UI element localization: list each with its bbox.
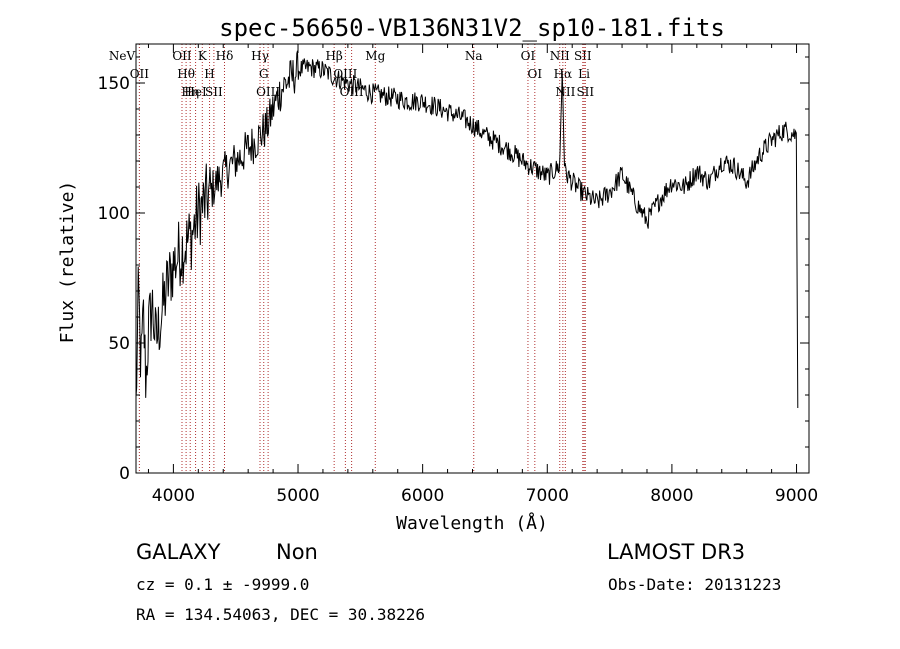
- emission-line-label: Hγ: [251, 49, 269, 63]
- chart-title: spec-56650-VB136N31V2_sp10-181.fits: [219, 14, 725, 42]
- emission-line-label: H: [204, 67, 214, 81]
- survey-name: LAMOST DR3: [607, 540, 746, 564]
- emission-line-label: Hα: [554, 67, 573, 81]
- y-axis-label: Flux (relative): [57, 181, 78, 344]
- plot-frame: [135, 43, 810, 474]
- y-tick-label: 150: [98, 74, 130, 94]
- emission-line-label: Hθ: [177, 67, 195, 81]
- emission-line-label: Li: [578, 67, 590, 81]
- x-axis: 4000 5000 6000 7000 8000 9000: [147, 44, 818, 506]
- emission-line-label: NeV: [109, 49, 136, 63]
- y-tick-label: 50: [108, 334, 130, 354]
- emission-line-label: OIII: [340, 85, 364, 99]
- emission-line-label: SII: [576, 85, 594, 99]
- emission-line-label: OI: [528, 67, 543, 81]
- emission-line-label: Hδ: [216, 49, 234, 63]
- redshift-cz: cz = 0.1 ± -9999.0: [136, 575, 310, 594]
- emission-line-label: Hβ: [325, 49, 342, 63]
- x-tick-label: 8000: [650, 486, 693, 506]
- observation-date: Obs-Date: 20131223: [608, 575, 782, 594]
- x-tick-label: 4000: [152, 486, 195, 506]
- emission-line-label: K: [198, 49, 208, 63]
- emission-line-label: Hη: [181, 85, 199, 99]
- y-tick-label: 0: [119, 464, 130, 484]
- emission-line-label: OI: [521, 49, 536, 63]
- y-axis: 0 50 100 150: [98, 56, 809, 484]
- emission-line-label: SII: [574, 49, 592, 63]
- x-axis-label: Wavelength (Å): [396, 512, 548, 534]
- emission-line-label: SII: [205, 85, 223, 99]
- x-tick-label: 6000: [401, 486, 444, 506]
- y-tick-label: 100: [98, 204, 130, 224]
- emission-line-label: HeI: [184, 85, 207, 99]
- data-layer: [135, 50, 799, 409]
- emission-line-label: Na: [465, 49, 483, 63]
- x-tick-label: 5000: [276, 486, 319, 506]
- x-tick-label: 7000: [526, 486, 569, 506]
- object-subclass: Non: [276, 540, 318, 564]
- object-class: GALAXY: [136, 540, 221, 564]
- emission-line-label: NII: [550, 49, 570, 63]
- spectrum-line: [135, 50, 799, 409]
- emission-line-label: OII: [130, 67, 150, 81]
- emission-line-label: OIII: [256, 85, 280, 99]
- emission-line-label: G: [259, 67, 269, 81]
- ra-dec-coordinates: RA = 134.54063, DEC = 30.38226: [136, 605, 425, 624]
- x-tick-label: 9000: [775, 486, 818, 506]
- emission-line-label: Mg: [365, 49, 385, 63]
- emission-line-label: NII: [555, 85, 575, 99]
- emission-line-label: OII: [172, 49, 192, 63]
